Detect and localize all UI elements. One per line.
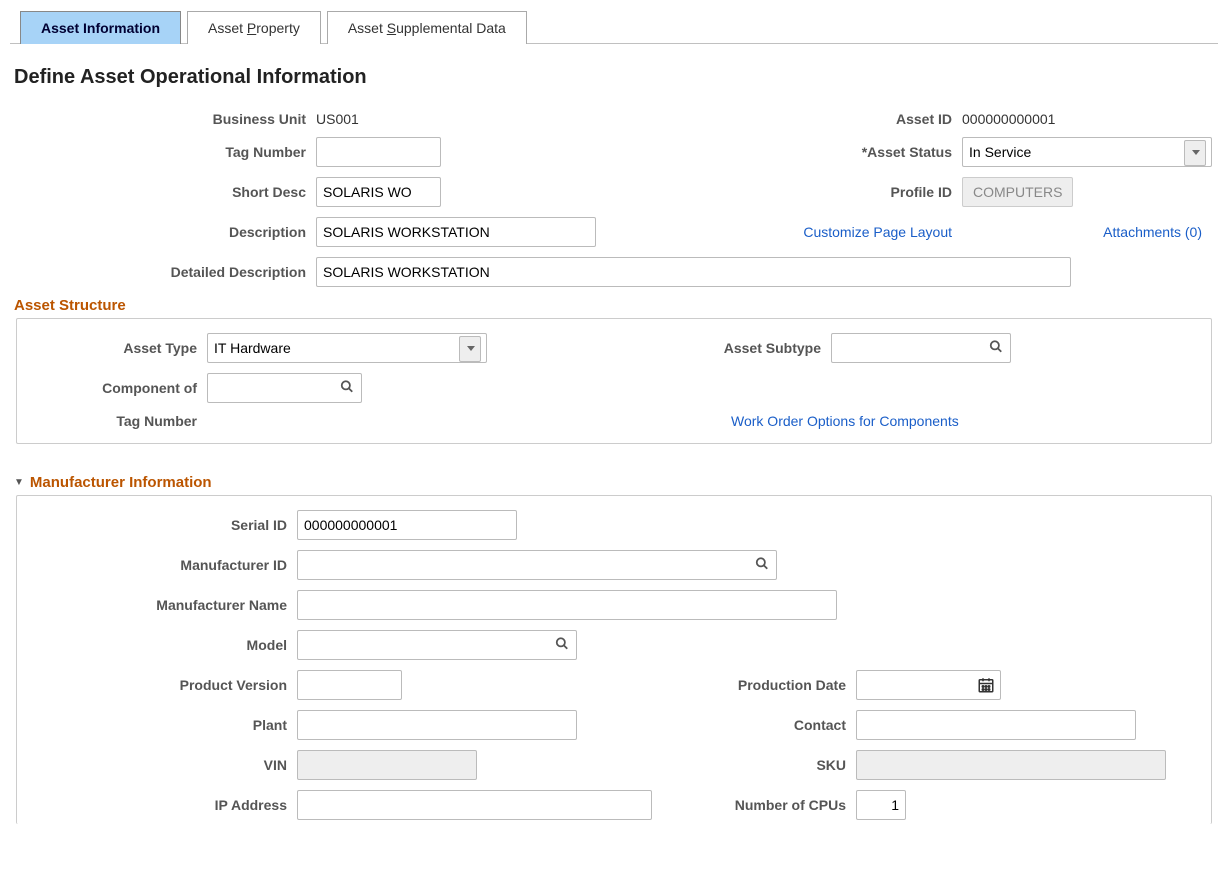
- tab-label-pre: Asset: [348, 20, 387, 36]
- tab-asset-supplemental[interactable]: Asset Supplemental Data: [327, 11, 527, 44]
- value-profile-id: COMPUTERS: [962, 177, 1073, 207]
- label-tag-number: Tag Number: [16, 144, 316, 160]
- input-model[interactable]: [297, 630, 577, 660]
- input-manufacturer-name[interactable]: [297, 590, 837, 620]
- label-manufacturer-id: Manufacturer ID: [27, 557, 297, 573]
- input-vin: [297, 750, 477, 780]
- tab-asset-property[interactable]: Asset Property: [187, 11, 321, 44]
- input-tag-number[interactable]: [316, 137, 441, 167]
- input-sku: [856, 750, 1166, 780]
- input-production-date[interactable]: [856, 670, 1001, 700]
- link-work-order-options[interactable]: Work Order Options for Components: [731, 413, 959, 429]
- label-production-date: Production Date: [656, 677, 856, 693]
- input-serial-id[interactable]: [297, 510, 517, 540]
- label-plant: Plant: [27, 717, 297, 733]
- select-asset-status[interactable]: In Service: [962, 137, 1212, 167]
- label-business-unit: Business Unit: [16, 111, 316, 127]
- label-ip-address: IP Address: [27, 797, 297, 813]
- input-ip-address[interactable]: [297, 790, 652, 820]
- label-asset-id: Asset ID: [792, 111, 962, 127]
- tab-bar: Asset Information Asset Property Asset S…: [10, 10, 1218, 44]
- value-business-unit: US001: [316, 111, 596, 127]
- tab-label-ul: P: [247, 20, 256, 36]
- label-asset-subtype: Asset Subtype: [651, 340, 831, 356]
- label-serial-id: Serial ID: [27, 517, 297, 533]
- tab-label-pre: Asset: [208, 20, 247, 36]
- manufacturer-box: Serial ID Manufacturer ID Manufacturer N…: [16, 495, 1212, 824]
- label-component-of: Component of: [27, 380, 207, 396]
- input-num-cpus[interactable]: [856, 790, 906, 820]
- input-plant[interactable]: [297, 710, 577, 740]
- label-contact: Contact: [656, 717, 856, 733]
- top-fields: Business Unit US001 Asset ID 00000000000…: [16, 111, 1212, 287]
- link-attachments[interactable]: Attachments (0): [1103, 224, 1202, 240]
- label-vin: VIN: [27, 757, 297, 773]
- input-product-version[interactable]: [297, 670, 402, 700]
- input-short-desc[interactable]: [316, 177, 441, 207]
- tab-label: Asset Information: [41, 20, 160, 36]
- section-title-asset-structure: Asset Structure: [14, 297, 1218, 314]
- label-num-cpus: Number of CPUs: [686, 797, 856, 813]
- label-asset-type: Asset Type: [27, 340, 207, 356]
- link-customize-page-layout[interactable]: Customize Page Layout: [803, 224, 952, 240]
- label-manufacturer-name: Manufacturer Name: [27, 597, 297, 613]
- section-title-text: Manufacturer Information: [30, 474, 212, 491]
- label-detailed-description: Detailed Description: [16, 264, 316, 280]
- label-asset-status: *Asset Status: [792, 144, 962, 160]
- label-product-version: Product Version: [27, 677, 297, 693]
- input-description[interactable]: [316, 217, 596, 247]
- input-manufacturer-id[interactable]: [297, 550, 777, 580]
- input-asset-subtype[interactable]: [831, 333, 1011, 363]
- tab-label-post: upplemental Data: [396, 20, 506, 36]
- input-component-of[interactable]: [207, 373, 362, 403]
- label-tag-number-2: Tag Number: [27, 413, 207, 429]
- input-detailed-description[interactable]: [316, 257, 1071, 287]
- tab-asset-information[interactable]: Asset Information: [20, 11, 181, 44]
- tab-label-post: roperty: [256, 20, 300, 36]
- input-contact[interactable]: [856, 710, 1136, 740]
- asset-structure-box: Asset Type IT Hardware Asset Subtype Com…: [16, 318, 1212, 444]
- tab-label-ul: S: [387, 20, 396, 36]
- label-sku: SKU: [656, 757, 856, 773]
- label-profile-id: Profile ID: [792, 184, 962, 200]
- section-title-manufacturer[interactable]: Manufacturer Information: [14, 474, 1218, 491]
- label-model: Model: [27, 637, 297, 653]
- value-asset-id: 000000000001: [962, 111, 1212, 127]
- page-title: Define Asset Operational Information: [14, 66, 1218, 89]
- label-description: Description: [16, 224, 316, 240]
- label-short-desc: Short Desc: [16, 184, 316, 200]
- select-asset-type[interactable]: IT Hardware: [207, 333, 487, 363]
